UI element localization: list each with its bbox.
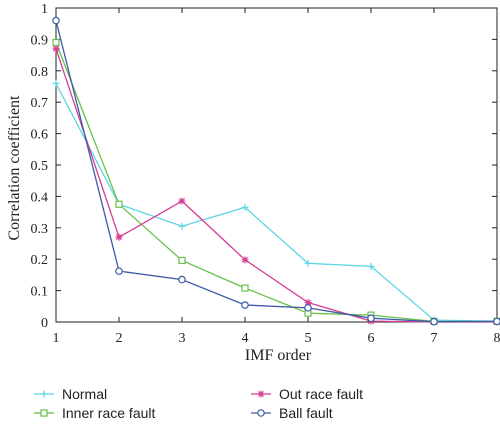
x-tick-label: 1 [53,331,60,346]
data-point [241,284,249,292]
legend-item: Out race fault [251,386,363,402]
plot-frame [55,7,498,323]
data-point [178,198,186,205]
x-tick-label: 3 [179,331,186,346]
series-line [55,48,497,323]
y-tick-label: 0.3 [31,222,49,237]
y-tick-label: 0.1 [31,285,49,300]
data-point [304,299,312,306]
data-point [241,256,249,263]
y-tick-label: 0.6 [31,128,49,143]
data-point [257,409,265,417]
data-point [115,200,123,208]
y-tick-label: 0 [41,316,48,331]
plot-area [55,7,498,323]
legend-item: Normal [34,386,107,402]
data-point [52,38,60,47]
legend-label: Normal [62,386,107,402]
y-tick-label: 0.5 [31,159,49,174]
legend-item: Ball fault [251,405,333,421]
data-point [52,16,60,25]
x-tick-label: 4 [242,331,249,346]
y-axis: 0 0.1 0.2 0.3 0.4 0.5 0.6 0.7 0.8 0.9 1 [31,2,497,331]
x-tick-label: 2 [116,331,123,346]
data-point [493,317,500,326]
series-ball-fault [52,16,500,326]
legend-label: Ball fault [279,405,333,421]
x-axis: 1 2 3 4 5 6 7 8 [53,8,500,346]
series-line [55,42,497,323]
series-group [52,16,500,326]
legend-item: Inner race fault [34,405,155,421]
y-tick-label: 0.9 [31,33,49,48]
data-point [241,301,249,309]
legend: Normal Inner race fault Out race fault Ball… [34,386,363,421]
y-tick-label: 0.4 [31,190,49,205]
data-point [115,267,123,275]
series-line [55,83,498,322]
data-point [304,304,312,312]
y-axis-title: Correlation coefficient [6,95,23,241]
y-tick-label: 0.8 [31,65,49,80]
data-point [40,409,48,417]
data-point [115,234,123,241]
y-tick-label: 0.2 [31,253,49,268]
y-tick-label: 1 [41,2,48,17]
series-line [55,20,498,323]
legend-label: Inner race fault [62,405,155,421]
data-point [178,256,186,265]
data-point [367,314,375,323]
data-point [178,275,186,284]
x-tick-label: 7 [431,331,438,346]
data-point [430,317,438,326]
data-point [52,45,60,52]
data-point [257,390,265,398]
y-tick-label: 0.7 [31,96,49,111]
x-tick-label: 8 [494,331,500,346]
legend-label: Out race fault [279,386,363,402]
x-tick-label: 5 [305,331,312,346]
x-tick-label: 6 [368,331,375,346]
series-out-race-fault [52,45,500,326]
x-axis-title: IMF order [245,347,312,364]
